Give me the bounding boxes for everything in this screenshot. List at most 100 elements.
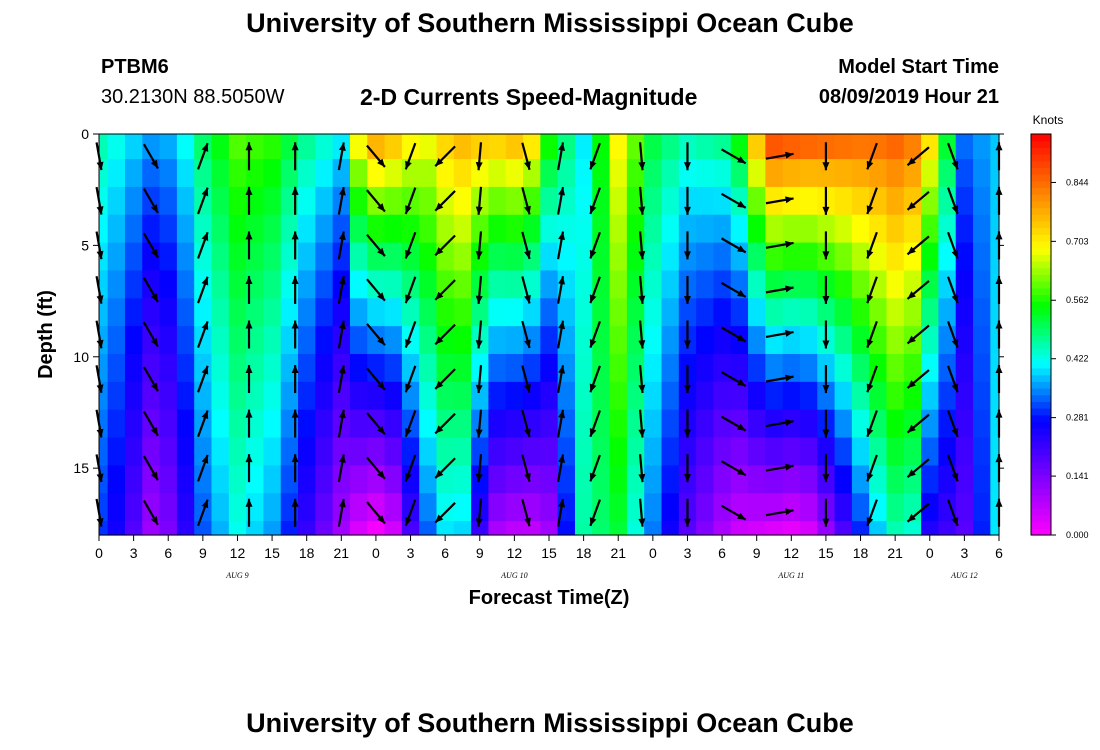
heatmap-cell bbox=[557, 242, 576, 272]
heatmap-cell bbox=[349, 493, 368, 522]
heatmap-cell bbox=[696, 186, 715, 216]
heatmap-cell bbox=[869, 298, 888, 327]
heatmap-cell bbox=[99, 437, 109, 466]
heatmap-cell bbox=[799, 521, 818, 536]
current-arrow bbox=[291, 142, 299, 171]
heatmap-cell bbox=[834, 409, 853, 439]
heatmap-cell bbox=[903, 381, 922, 411]
heatmap-cell bbox=[921, 270, 940, 299]
heatmap-cell bbox=[713, 159, 732, 188]
colorbar-segment bbox=[1031, 494, 1051, 503]
heatmap-cell bbox=[678, 298, 697, 327]
current-arrow bbox=[434, 190, 456, 212]
heatmap-cell bbox=[246, 465, 265, 494]
heatmap-cell bbox=[799, 437, 818, 466]
heatmap-cell bbox=[886, 298, 905, 327]
heatmap-cell bbox=[955, 437, 974, 466]
model-start-time: 08/09/2019 Hour 21 bbox=[818, 86, 999, 108]
heatmap-cell bbox=[228, 159, 247, 188]
current-arrow bbox=[475, 365, 483, 394]
heatmap-cell bbox=[194, 298, 213, 327]
heatmap-cell bbox=[678, 381, 697, 411]
heatmap-cell bbox=[782, 270, 801, 299]
heatmap-cell bbox=[228, 270, 247, 299]
heatmap-cell bbox=[107, 186, 126, 216]
heatmap-cell bbox=[99, 134, 109, 160]
heatmap-cell bbox=[574, 270, 593, 299]
heatmap-cell bbox=[869, 242, 888, 272]
heatmap-cell bbox=[886, 381, 905, 411]
heatmap-cell bbox=[142, 214, 161, 244]
heatmap-cell bbox=[990, 242, 1000, 272]
heatmap-cell bbox=[176, 465, 195, 494]
heatmap-cell bbox=[453, 409, 472, 439]
heatmap-cell bbox=[471, 521, 490, 536]
heatmap-cell bbox=[263, 159, 282, 188]
heatmap-cell bbox=[765, 214, 784, 244]
x-tick-label: 3 bbox=[960, 545, 968, 561]
current-arrow bbox=[683, 365, 691, 394]
heatmap-cell bbox=[298, 134, 316, 160]
heatmap-cell bbox=[973, 214, 991, 244]
heatmap-cell bbox=[211, 437, 230, 466]
heatmap-cell bbox=[938, 326, 957, 355]
current-arrow bbox=[475, 409, 483, 438]
heatmap-cell bbox=[540, 326, 559, 355]
current-arrow bbox=[947, 231, 959, 259]
heatmap-cell bbox=[505, 270, 524, 299]
heatmap-cell bbox=[834, 214, 853, 244]
heatmap-cell bbox=[748, 242, 766, 272]
heatmap-cell bbox=[315, 465, 334, 494]
heatmap-cell bbox=[592, 493, 611, 522]
heatmap-cell bbox=[696, 270, 715, 299]
heatmap-cell bbox=[211, 381, 230, 411]
heatmap-cell bbox=[713, 437, 732, 466]
heatmap-cell bbox=[436, 159, 455, 188]
heatmap-cell bbox=[765, 521, 784, 536]
y-axis-title: Depth (ft) bbox=[35, 290, 57, 379]
heatmap-cell bbox=[903, 159, 922, 188]
heatmap-cell bbox=[973, 298, 991, 327]
heatmap-cell bbox=[592, 214, 611, 244]
current-arrow bbox=[720, 504, 747, 521]
heatmap-cell bbox=[99, 521, 109, 536]
heatmap-cell bbox=[453, 242, 472, 272]
heatmap-cell bbox=[419, 159, 438, 188]
heatmap-cell bbox=[159, 186, 178, 216]
heatmap-cell bbox=[955, 159, 974, 188]
heatmap-cell bbox=[748, 159, 766, 188]
colorbar-segment bbox=[1031, 240, 1051, 249]
heatmap-cell bbox=[194, 521, 213, 536]
heatmap-cell bbox=[315, 326, 334, 355]
heatmap-cell bbox=[488, 521, 507, 536]
heatmap-cell bbox=[107, 242, 126, 272]
colorbar-tick-label: 0.844 bbox=[1066, 177, 1089, 187]
heatmap-cell bbox=[938, 214, 957, 244]
heatmap-cell bbox=[488, 381, 507, 411]
colorbar-segment bbox=[1031, 327, 1051, 336]
current-arrow bbox=[197, 187, 209, 215]
x-tick-label: 21 bbox=[887, 545, 903, 561]
heatmap-cell bbox=[298, 521, 316, 536]
current-arrow bbox=[434, 412, 456, 435]
current-arrow bbox=[197, 365, 209, 393]
heatmap-cell bbox=[903, 465, 922, 494]
heatmap-cell bbox=[211, 134, 230, 160]
heatmap-cell bbox=[644, 214, 663, 244]
heatmap-cell bbox=[367, 437, 386, 466]
heatmap-cell bbox=[851, 159, 870, 188]
current-arrow bbox=[337, 320, 346, 349]
x-tick-label: 15 bbox=[541, 545, 557, 561]
heatmap-cell bbox=[298, 381, 316, 411]
heatmap-cell bbox=[99, 159, 109, 188]
heatmap-cell bbox=[349, 353, 368, 383]
heatmap-cell bbox=[713, 521, 732, 536]
heatmap-cell bbox=[955, 381, 974, 411]
heatmap-cell bbox=[748, 134, 766, 160]
heatmap-cell bbox=[851, 437, 870, 466]
x-tick-label: 6 bbox=[995, 545, 1003, 561]
current-arrow bbox=[589, 320, 601, 349]
heatmap-cell bbox=[609, 521, 628, 536]
heatmap-cell bbox=[107, 521, 126, 536]
heatmap-cell bbox=[886, 159, 905, 188]
